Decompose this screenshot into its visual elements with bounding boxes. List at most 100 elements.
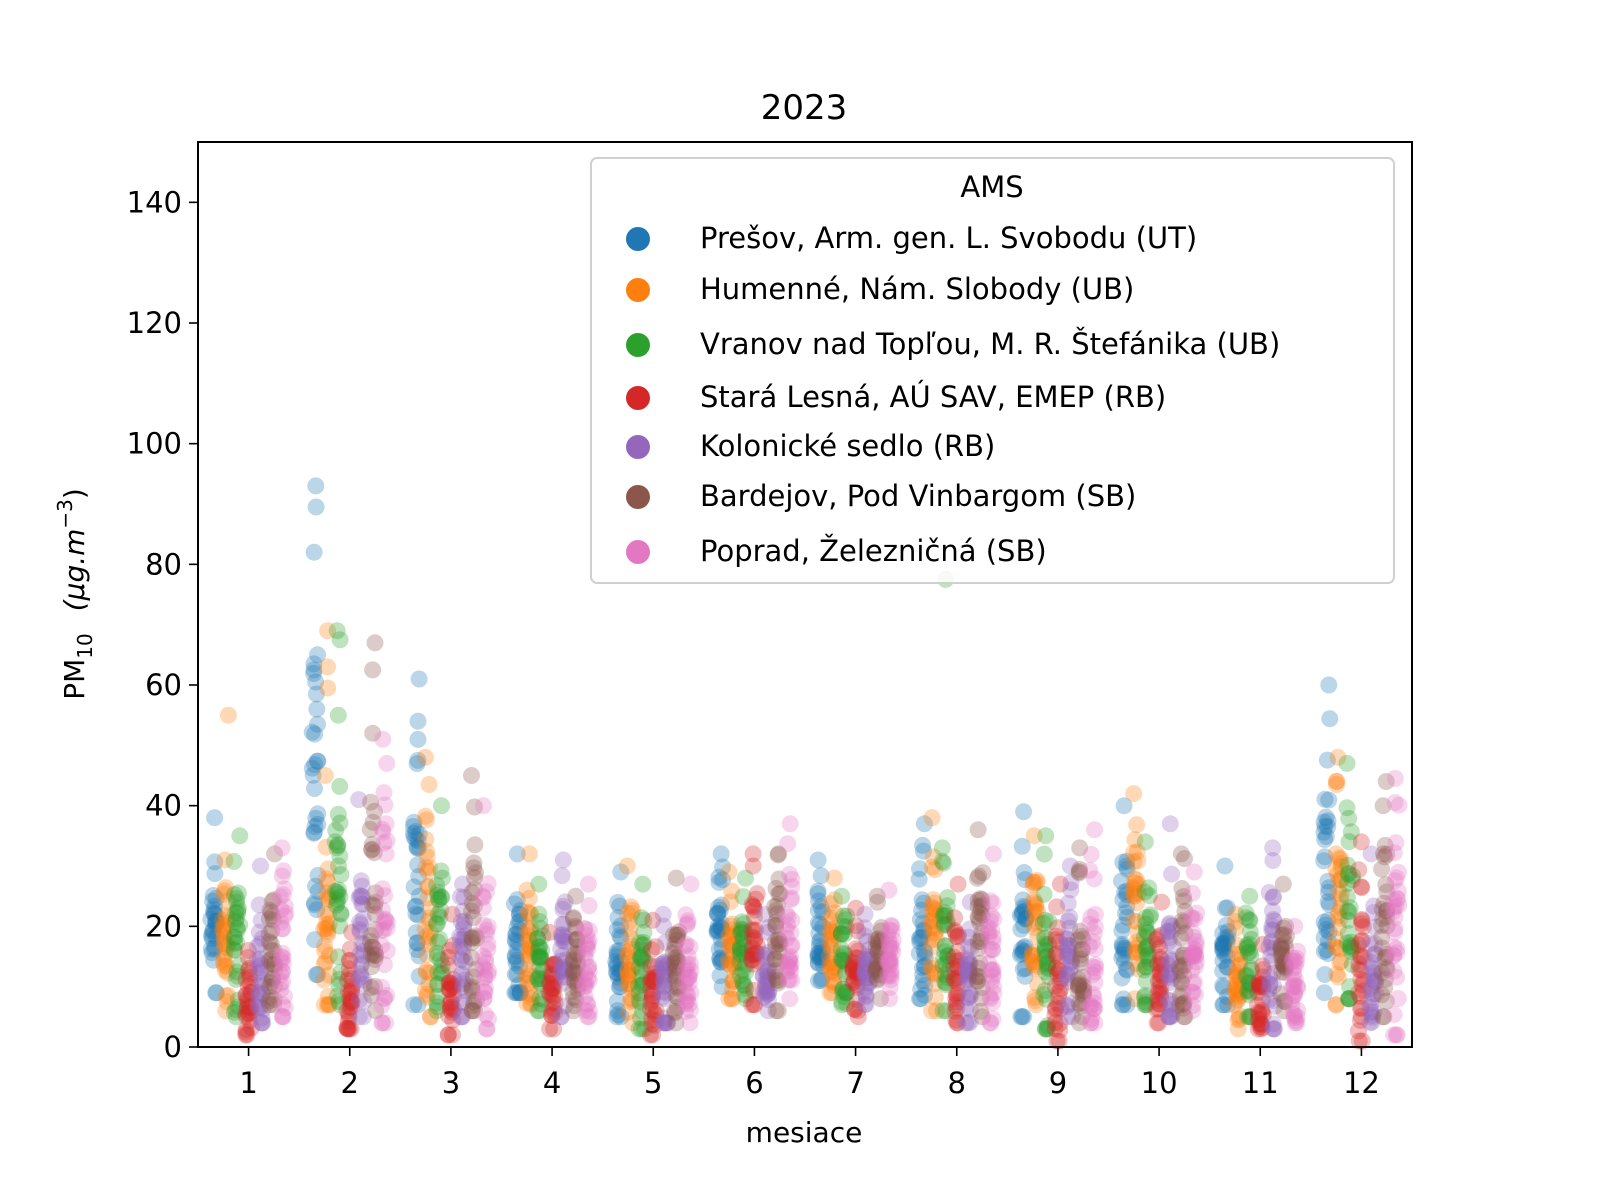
data-point: [1332, 890, 1349, 908]
data-point: [849, 949, 867, 967]
data-point: [760, 982, 778, 1000]
data-point: [743, 996, 761, 1014]
data-point: [455, 888, 473, 906]
data-point: [721, 938, 739, 956]
data-point: [506, 984, 524, 1002]
data-point: [409, 996, 427, 1014]
data-point: [746, 908, 763, 926]
data-point: [231, 827, 249, 845]
data-point: [1153, 955, 1171, 973]
data-point: [429, 886, 447, 904]
data-point: [274, 973, 292, 991]
data-point: [406, 898, 424, 916]
data-point: [375, 834, 393, 852]
data-point: [1058, 930, 1076, 948]
data-point: [743, 921, 761, 939]
data-point: [250, 964, 268, 982]
data-point: [832, 925, 850, 943]
data-point: [377, 845, 395, 863]
data-point: [821, 921, 839, 939]
data-point: [770, 943, 788, 961]
data-point: [1036, 911, 1054, 929]
data-point: [272, 913, 290, 931]
data-point: [463, 894, 481, 912]
data-point: [350, 889, 368, 907]
data-point: [1046, 1006, 1064, 1024]
data-point: [466, 1002, 483, 1020]
data-point: [331, 996, 349, 1014]
data-point: [860, 951, 878, 969]
data-point: [1228, 945, 1245, 963]
data-point: [938, 947, 956, 965]
data-point: [315, 971, 333, 989]
data-point: [1214, 977, 1232, 994]
data-point: [922, 912, 940, 930]
data-point: [1161, 914, 1179, 932]
data-point: [440, 957, 457, 975]
data-point: [442, 994, 460, 1011]
data-point: [378, 832, 396, 850]
data-point: [667, 967, 685, 985]
data-point: [744, 951, 762, 969]
data-point: [422, 1008, 439, 1026]
data-point: [667, 987, 685, 1005]
data-point: [309, 715, 326, 733]
data-point: [679, 947, 697, 965]
data-point: [237, 1021, 255, 1039]
data-point: [405, 828, 423, 846]
data-point: [367, 921, 385, 939]
data-point: [238, 986, 255, 1004]
data-point: [227, 912, 244, 930]
data-point: [263, 907, 281, 925]
data-point: [229, 991, 247, 1009]
data-point: [1264, 911, 1282, 928]
data-point: [747, 921, 765, 939]
data-point: [1277, 917, 1295, 935]
data-point: [1377, 959, 1395, 976]
data-point: [420, 929, 438, 947]
data-point: [620, 975, 638, 993]
data-point: [445, 1000, 463, 1018]
data-point: [225, 941, 243, 959]
data-point: [1352, 961, 1370, 979]
data-point: [251, 954, 269, 972]
data-point: [647, 938, 665, 956]
data-point: [1265, 912, 1283, 930]
data-point: [253, 1014, 271, 1032]
data-point: [202, 927, 220, 945]
data-point: [1160, 949, 1178, 967]
data-point: [226, 928, 244, 946]
data-point: [609, 1002, 627, 1020]
data-point: [1138, 947, 1156, 965]
data-point: [670, 923, 688, 941]
data-point: [1218, 947, 1236, 965]
data-point: [939, 962, 957, 980]
data-point: [937, 976, 955, 994]
data-point: [1073, 1008, 1091, 1026]
data-point: [1086, 821, 1103, 839]
data-point: [1035, 845, 1053, 863]
data-point: [1231, 956, 1249, 974]
data-point: [306, 894, 323, 912]
data-point: [217, 1002, 235, 1020]
data-point: [523, 940, 541, 958]
data-point: [655, 972, 673, 990]
data-point: [430, 891, 448, 909]
data-point: [276, 907, 294, 925]
data-point: [341, 952, 359, 970]
data-point: [240, 1004, 257, 1022]
data-point: [1062, 959, 1080, 977]
data-point: [926, 975, 944, 993]
data-point: [1161, 929, 1179, 947]
data-point: [541, 985, 559, 1003]
data-point: [262, 935, 280, 953]
data-point: [1040, 960, 1058, 978]
data-point: [670, 977, 688, 995]
data-point: [1251, 978, 1269, 996]
data-point: [746, 930, 764, 948]
data-point: [1316, 831, 1334, 848]
data-point: [567, 919, 585, 937]
data-point: [366, 950, 384, 968]
data-point: [350, 1008, 368, 1026]
data-point: [557, 933, 575, 951]
